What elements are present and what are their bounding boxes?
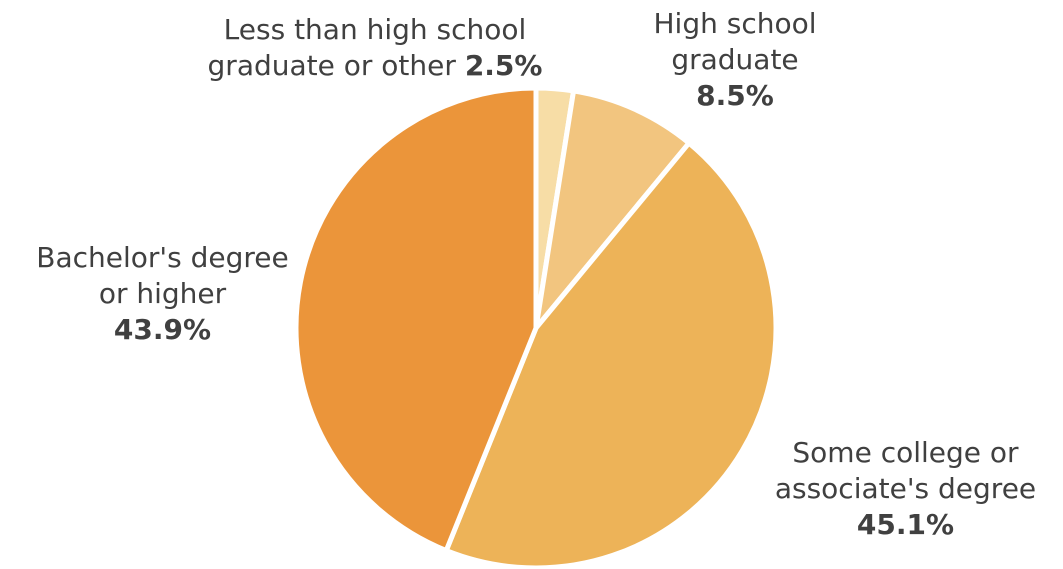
pie-slice-some-college: [443, 140, 779, 569]
value-label: 43.9%: [113, 313, 212, 346]
value-label: 2.5%: [464, 49, 543, 82]
label-line-1: Some college or: [792, 436, 1019, 469]
slice-label-some-college: Some college or associate's degree 45.1%: [748, 435, 1063, 543]
slice-label-high-school: High school graduate 8.5%: [620, 6, 850, 114]
label-line-1: Bachelor's degree: [36, 241, 289, 274]
label-line-2: graduate or other 2.5%: [160, 48, 590, 84]
value-label: 45.1%: [856, 508, 955, 541]
label-line-2-text: graduate or other: [207, 49, 456, 82]
pie-slice-bachelors: [293, 85, 539, 554]
slice-label-less-than-hs: Less than high school graduate or other …: [160, 12, 590, 84]
label-line-2: associate's degree: [774, 472, 1037, 505]
pie-slice-high-school: [533, 88, 692, 331]
pie-slices: [293, 85, 779, 569]
label-line-2: or higher: [98, 277, 227, 310]
label-line-2: graduate: [671, 43, 799, 76]
value-label: 8.5%: [696, 79, 774, 112]
label-line-1: High school: [653, 7, 817, 40]
slice-label-bachelors: Bachelor's degree or higher 43.9%: [5, 240, 320, 348]
label-line-1: Less than high school: [223, 13, 527, 46]
